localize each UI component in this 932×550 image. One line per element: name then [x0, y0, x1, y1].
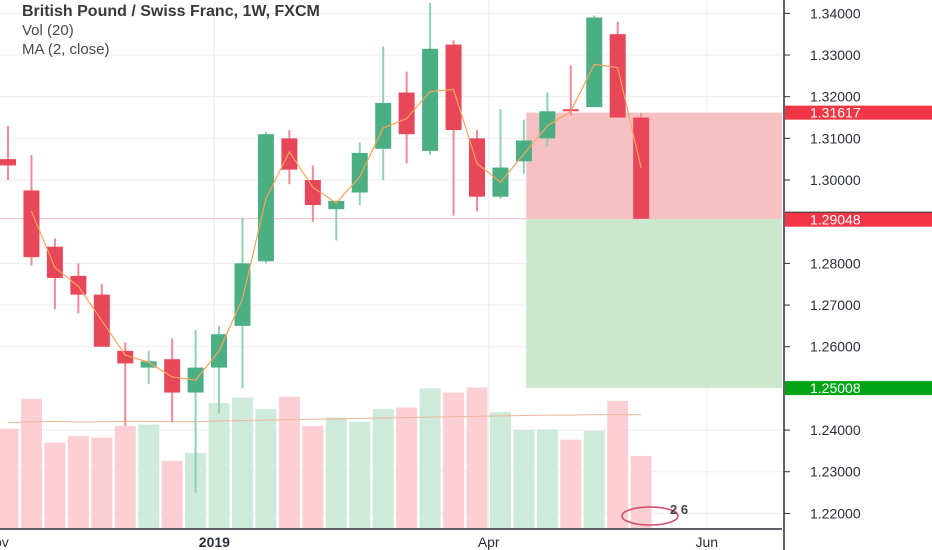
candle-body: [46, 246, 63, 278]
price-tick-label: 1.32000: [810, 89, 861, 105]
price-label-text: 1.31617: [810, 105, 861, 121]
candle-body: [234, 263, 251, 326]
candle-body: [304, 180, 321, 206]
candle-body: [117, 350, 134, 364]
price-tick-label: 1.33000: [810, 47, 861, 63]
price-label-text: 1.25008: [810, 380, 861, 396]
time-tick-label: Nov: [0, 534, 9, 550]
price-label-text: 1.29048: [810, 212, 861, 228]
volume-bar: [255, 409, 277, 528]
volume-bar: [443, 392, 465, 528]
candle-body: [398, 92, 415, 135]
position-tool[interactable]: [0, 112, 782, 389]
volume-indicator-label[interactable]: Vol (20): [22, 22, 74, 39]
symbol-title[interactable]: British Pound / Swiss Franc, 1W, FXCM: [22, 3, 320, 20]
volume-bar: [67, 435, 89, 528]
volume-bar: [396, 407, 418, 528]
volume-bar: [114, 425, 136, 528]
time-axis[interactable]: Nov 2019 Apr Jun: [0, 528, 782, 550]
volume-bar: [583, 430, 605, 528]
stop-loss-zone: [526, 112, 782, 219]
volume-bar: [607, 400, 629, 528]
chart-legend: British Pound / Swiss Franc, 1W, FXCM Vo…: [22, 2, 320, 59]
volume-bar: [138, 424, 160, 528]
volume-bar: [325, 417, 347, 528]
ma-indicator-label[interactable]: MA (2, close): [22, 41, 110, 58]
price-tick-label: 1.22000: [810, 505, 861, 521]
volume-ma-line: [7, 414, 642, 424]
candle-body: [539, 111, 556, 139]
time-tick-label: Jun: [696, 534, 719, 550]
candle-body: [0, 159, 16, 166]
time-tick-label: Apr: [478, 534, 500, 550]
volume-bar: [302, 425, 324, 528]
candle-body: [328, 200, 345, 210]
price-label-box: [785, 381, 932, 396]
candle-body: [515, 140, 532, 162]
price-tick-label: 1.23000: [810, 464, 861, 480]
watermark-text: 2 6: [670, 502, 688, 517]
moving-average: [30, 63, 642, 381]
volume-bar: [91, 437, 113, 528]
candle-body: [164, 359, 181, 393]
price-tick-label: 1.28000: [810, 255, 861, 271]
take-profit-zone: [526, 218, 782, 389]
price-tick-label: 1.30000: [810, 172, 861, 188]
volume-bar: [466, 387, 488, 528]
volume-bar: [630, 455, 652, 528]
volume-bar: [20, 398, 42, 528]
volume-bar: [349, 421, 371, 528]
price-axis[interactable]: 1.34000 1.33000 1.32000 1.31000 1.30000 1.280…: [783, 0, 932, 550]
candle-body: [140, 361, 157, 368]
candle-body: [586, 17, 603, 108]
volume-bar: [489, 412, 511, 528]
price-tick-label: 1.26000: [810, 339, 861, 355]
price-label-box: [785, 105, 932, 120]
ma-line: [30, 63, 642, 381]
volume-bar: [0, 428, 19, 528]
watermark-logo: [621, 506, 679, 526]
volume-bar: [161, 460, 183, 528]
candle-body: [70, 275, 87, 295]
volume-bar: [278, 396, 300, 528]
candle-body: [445, 44, 462, 131]
volume-bar: [560, 439, 582, 528]
price-tick-label: 1.27000: [810, 297, 861, 313]
candle-body: [422, 48, 439, 151]
volume-bar: [44, 442, 66, 528]
volume-bar: [372, 409, 394, 528]
volume-bar: [232, 397, 253, 528]
volume-bars: [0, 387, 652, 528]
candle-body: [23, 190, 40, 258]
price-tick-label: 1.24000: [810, 422, 861, 438]
watermark: 2 6: [621, 502, 688, 526]
candle-body: [469, 138, 485, 197]
volume-bar: [513, 430, 535, 528]
volume-bar: [536, 429, 558, 528]
candle-body: [609, 34, 626, 118]
price-tick-label: 1.34000: [810, 5, 861, 21]
price-label-box: [785, 212, 932, 227]
volume-bar: [419, 388, 441, 528]
candle-body: [351, 152, 368, 193]
candle-body: [281, 138, 298, 170]
price-tick-label: 1.31000: [810, 130, 861, 146]
volume-bar: [208, 402, 230, 528]
time-tick-label: 2019: [199, 534, 230, 550]
